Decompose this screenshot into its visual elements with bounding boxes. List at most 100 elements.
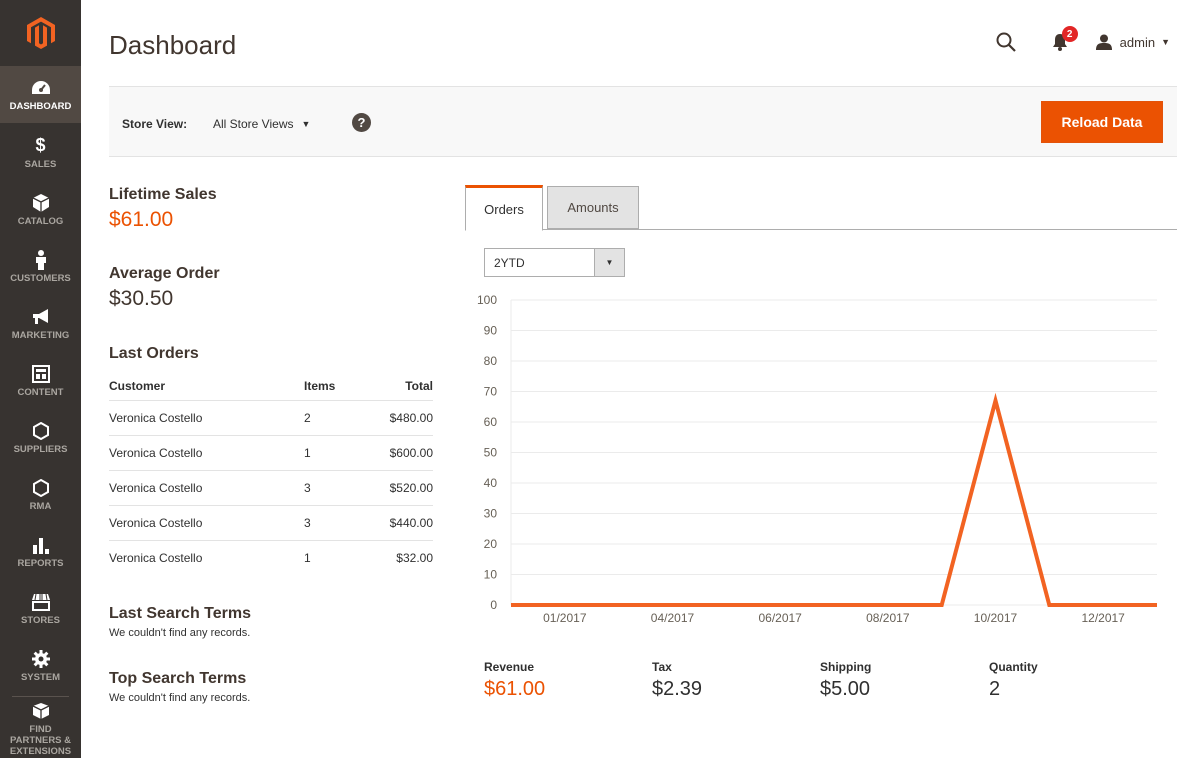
- total-value: $61.00: [484, 678, 546, 700]
- megaphone-icon: [31, 307, 51, 327]
- y-tick-label: 100: [477, 293, 497, 307]
- total-value: $2.39: [652, 678, 703, 700]
- table-row[interactable]: Veronica Costello 1 $600.00: [109, 435, 433, 471]
- sidebar-item-label: CONTENT: [17, 386, 64, 398]
- order-total: $520.00: [364, 470, 433, 506]
- orders-chart: 0 10 20 30 40 50 60 70 80 90 100 01/2017 04/2017 06/2…: [477, 293, 1157, 625]
- person-icon: [35, 249, 47, 270]
- sidebar-item-label: FIND PARTNERS & EXTENSIONS: [9, 724, 72, 757]
- reload-data-button[interactable]: Reload Data: [1041, 101, 1163, 143]
- store-view-selected: All Store Views: [213, 117, 294, 131]
- period-dropdown[interactable]: 2YTD ▼: [484, 248, 625, 277]
- help-icon[interactable]: ?: [352, 113, 371, 132]
- y-tick-label: 70: [484, 385, 498, 399]
- gear-icon: [31, 649, 50, 669]
- sidebar-item-label: SYSTEM: [20, 671, 61, 683]
- bar-chart-icon: [32, 535, 50, 555]
- total-value: 2: [989, 678, 1001, 700]
- x-tick-label: 01/2017: [543, 611, 587, 625]
- order-total: $32.00: [396, 550, 433, 565]
- y-tick-label: 0: [490, 598, 497, 612]
- sidebar-item-label: DASHBOARD: [9, 100, 72, 112]
- sidebar-item-system[interactable]: SYSTEM: [0, 637, 81, 694]
- sidebar-item-label: RMA: [29, 500, 52, 512]
- dollar-icon: $: [35, 135, 46, 155]
- order-customer: Veronica Costello: [109, 435, 304, 471]
- page-title: Dashboard: [109, 30, 237, 60]
- sidebar-item-label: CATALOG: [17, 215, 64, 227]
- box-icon: [32, 701, 50, 721]
- last-orders-table: Customer Items Total Veronica Costello 2…: [109, 372, 433, 575]
- y-tick-label: 30: [484, 507, 498, 521]
- sidebar-item-stores[interactable]: STORES: [0, 580, 81, 637]
- sidebar-item-customers[interactable]: CUSTOMERS: [0, 238, 81, 295]
- order-total: $600.00: [364, 435, 433, 471]
- x-tick-label: 04/2017: [651, 611, 695, 625]
- sidebar-item-suppliers[interactable]: SUPPLIERS: [0, 409, 81, 466]
- chevron-down-icon: ▼: [594, 249, 624, 276]
- sidebar-item-label: SALES: [24, 158, 57, 170]
- sidebar-divider: [12, 696, 69, 697]
- lifetime-sales-label: Lifetime Sales: [109, 186, 217, 203]
- sidebar-item-reports[interactable]: REPORTS: [0, 523, 81, 580]
- order-total: $440.00: [364, 505, 433, 541]
- magento-logo[interactable]: [0, 0, 81, 66]
- total-tax: Tax $2.39: [652, 660, 702, 701]
- y-tick-label: 80: [484, 354, 498, 368]
- order-items: 3: [304, 470, 364, 506]
- table-row[interactable]: Veronica Costello 2 $480.00: [109, 400, 433, 436]
- hexagon-icon: [32, 478, 49, 498]
- y-tick-label: 20: [484, 537, 498, 551]
- total-value: $5.00: [820, 678, 871, 700]
- x-tick-label: 10/2017: [974, 611, 1018, 625]
- order-customer: Veronica Costello: [109, 505, 304, 541]
- chevron-down-icon: ▼: [1161, 37, 1170, 47]
- chart-tabs: Orders Amounts: [465, 185, 1177, 231]
- sidebar-item-content[interactable]: CONTENT: [0, 352, 81, 409]
- order-customer: Veronica Costello: [109, 470, 304, 506]
- y-tick-label: 50: [484, 446, 498, 460]
- hexagon-icon: [32, 421, 49, 441]
- sidebar-item-marketing[interactable]: MARKETING: [0, 295, 81, 352]
- order-items: 3: [304, 505, 364, 541]
- column-header-items: Items: [304, 372, 364, 401]
- table-row[interactable]: Veronica Costello 3 $520.00: [109, 470, 433, 506]
- order-total: $480.00: [364, 400, 433, 436]
- top-search-terms-empty: We couldn't find any records.: [109, 692, 251, 704]
- total-label: Quantity: [989, 660, 1038, 674]
- search-icon: [996, 32, 1016, 52]
- header-actions: 2 admin ▼: [994, 26, 1170, 54]
- sidebar-item-sales[interactable]: $ SALES: [0, 124, 81, 181]
- sidebar-item-catalog[interactable]: CATALOG: [0, 181, 81, 238]
- sidebar-item-rma[interactable]: RMA: [0, 466, 81, 523]
- order-customer: Veronica Costello: [109, 550, 203, 565]
- total-label: Shipping: [820, 660, 872, 674]
- sidebar-item-label: STORES: [21, 614, 60, 626]
- store-icon: [31, 592, 51, 612]
- user-icon: [1095, 34, 1112, 50]
- search-button[interactable]: [994, 30, 1018, 54]
- total-shipping: Shipping $5.00: [820, 660, 871, 701]
- notifications-button[interactable]: 2: [1048, 26, 1078, 54]
- x-tick-label: 08/2017: [866, 611, 910, 625]
- column-header-total: Total: [364, 372, 433, 401]
- store-view-label: Store View:: [122, 117, 188, 131]
- table-row[interactable]: Veronica Costello 3 $440.00: [109, 505, 433, 541]
- store-view-dropdown[interactable]: All Store Views ▼: [213, 117, 310, 131]
- total-label: Tax: [652, 660, 672, 674]
- table-row[interactable]: Veronica Costello 1 $32.00: [109, 540, 433, 575]
- admin-user-menu[interactable]: admin ▼: [1095, 34, 1170, 50]
- column-header-customer: Customer: [109, 372, 304, 401]
- tab-orders[interactable]: Orders: [465, 185, 543, 231]
- average-order: Average Order $30.50: [109, 265, 220, 311]
- store-view-bar: Store View: All Store Views ▼ ? Reload D…: [109, 86, 1177, 157]
- y-tick-label: 10: [484, 568, 498, 582]
- total-label: Revenue: [484, 660, 535, 674]
- tab-amounts[interactable]: Amounts: [547, 186, 639, 229]
- cube-icon: [32, 193, 49, 213]
- sidebar-item-find-partners[interactable]: FIND PARTNERS & EXTENSIONS: [0, 700, 81, 758]
- average-order-value: $30.50: [109, 287, 174, 310]
- sidebar-item-dashboard[interactable]: DASHBOARD: [0, 66, 81, 123]
- top-search-terms-title: Top Search Terms: [109, 670, 247, 687]
